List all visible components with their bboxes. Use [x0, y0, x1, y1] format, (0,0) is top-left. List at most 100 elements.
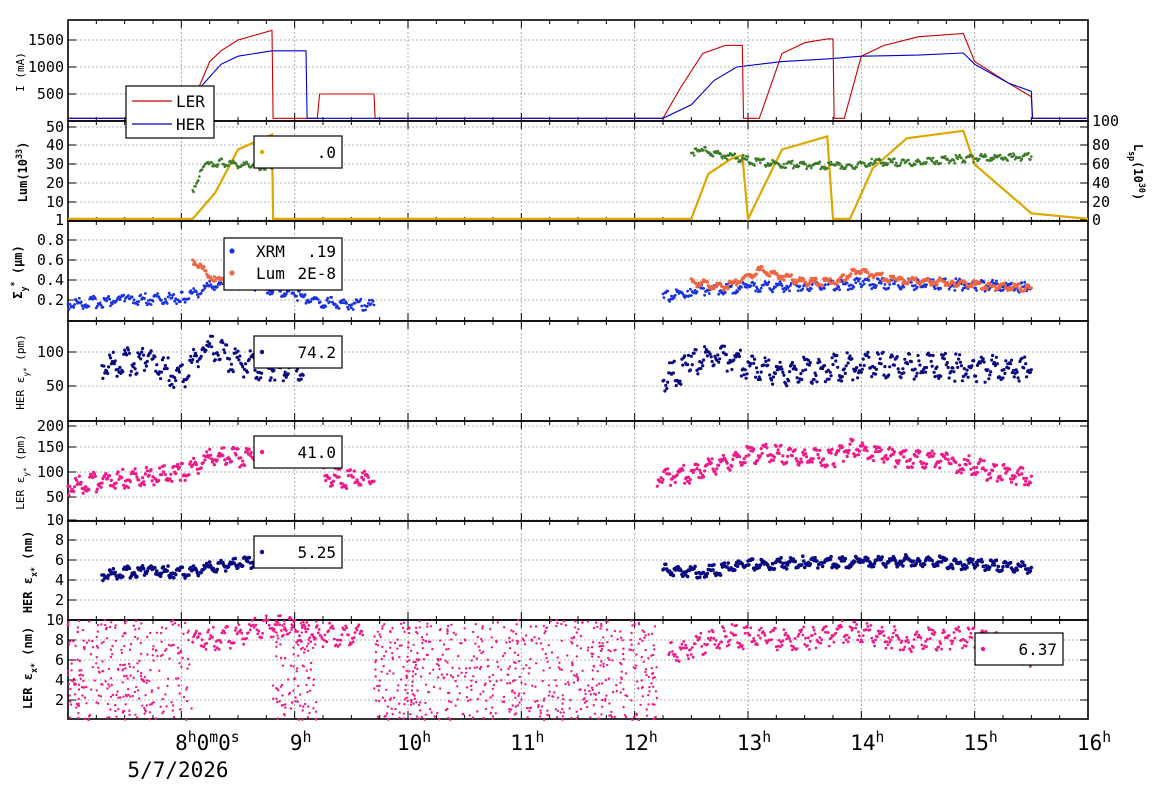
- xrm-point: [910, 281, 913, 284]
- lum-size-point: [204, 269, 207, 272]
- ler-ey-point: [999, 475, 1002, 478]
- lsp-point: [198, 175, 201, 178]
- her-ey-point: [287, 372, 290, 375]
- her-ey-point: [993, 361, 996, 364]
- ler-ey-point: [683, 482, 686, 485]
- ler-ex-point: [111, 684, 113, 686]
- ler-ey-point: [82, 492, 85, 495]
- lsp-point: [227, 164, 230, 167]
- her-ex-point: [686, 575, 690, 579]
- ler-ey-point: [164, 473, 167, 476]
- ler-ey-point: [108, 474, 111, 477]
- xrm-point: [696, 290, 699, 293]
- her-ey-point: [749, 362, 752, 365]
- ler-ey-point: [67, 494, 70, 497]
- ler-ey-point: [688, 482, 691, 485]
- ler-ey-point: [756, 459, 759, 462]
- ler-ex-point: [893, 625, 896, 628]
- lum-size-point: [761, 265, 764, 268]
- xrm-point: [354, 302, 357, 305]
- xrm-point: [759, 290, 762, 293]
- ler-ex-point: [869, 624, 872, 627]
- ler-ey-point: [1002, 463, 1005, 466]
- her-ey-point: [678, 380, 681, 383]
- ler-ey-point: [192, 457, 195, 460]
- ler-ey-point: [135, 476, 138, 479]
- ler-ex-point: [957, 626, 960, 629]
- her-ey-point: [887, 373, 890, 376]
- ler-ex-point: [316, 624, 319, 627]
- y-tick-label: 10: [46, 611, 64, 629]
- ler-ex-point: [713, 637, 716, 640]
- her-ey-point: [801, 369, 804, 372]
- x-tick-label-part: 9: [290, 731, 303, 755]
- ler-ey-point: [114, 487, 117, 490]
- ler-ex-point: [985, 630, 988, 633]
- ler-ex-point: [741, 644, 744, 647]
- ler-ex-point: [742, 647, 745, 650]
- ler-ex-point: [77, 626, 79, 628]
- ler-ey-point: [151, 479, 154, 482]
- ler-ey-point: [842, 460, 845, 463]
- her-ey-point: [990, 359, 993, 362]
- ler-ey-point: [359, 483, 362, 486]
- ler-ex-point: [100, 623, 102, 625]
- her-ey-point: [174, 379, 177, 382]
- ler-ey-point: [239, 456, 242, 459]
- her-ey-point: [210, 345, 213, 348]
- lum-size-point: [935, 284, 938, 287]
- ler-ey-point: [967, 454, 970, 457]
- ler-ex-point: [760, 627, 763, 630]
- ler-ex-point: [296, 630, 299, 633]
- ler-ex-point: [874, 639, 877, 642]
- ler-ey-point: [819, 461, 822, 464]
- her-ey-point: [851, 378, 854, 381]
- ler-ex-point: [885, 647, 888, 650]
- ler-ey-point: [729, 469, 732, 472]
- her-ey-point: [130, 370, 133, 373]
- lsp-point: [939, 162, 942, 165]
- her-ey-point: [903, 358, 906, 361]
- ler-ex-point: [936, 649, 939, 652]
- ler-ey-point: [963, 458, 966, 461]
- ler-ey-point: [967, 459, 970, 462]
- her-ey-point: [1022, 366, 1025, 369]
- ler-ex-point: [339, 643, 342, 646]
- xrm-point: [338, 307, 341, 310]
- ler-ex-point: [720, 641, 723, 644]
- ler-ex-point: [96, 636, 98, 638]
- lsp-point: [899, 164, 902, 167]
- ler-ex-point: [709, 639, 712, 642]
- her-ex-point: [866, 557, 870, 561]
- her-ey-point: [1007, 367, 1010, 370]
- y-axis-title-lum-part: 33: [14, 149, 24, 159]
- her-ey-point: [914, 368, 917, 371]
- xrm-point: [166, 302, 169, 305]
- ler-ex-point: [317, 632, 320, 635]
- ler-ex-point: [121, 669, 123, 671]
- lum-size-point: [721, 285, 724, 288]
- her-ey-point: [716, 353, 719, 356]
- ler-ex-point: [109, 626, 111, 628]
- xrm-point: [823, 287, 826, 290]
- ler-ex-point: [916, 630, 919, 633]
- ler-ex-point: [722, 627, 725, 630]
- her-ey-point: [300, 378, 303, 381]
- y-tick-label: 40: [46, 136, 64, 154]
- xrm-point: [87, 305, 90, 308]
- lsp-point: [721, 157, 724, 160]
- ler-ey-point: [815, 449, 818, 452]
- her-ey-point: [764, 360, 767, 363]
- her-ey-point: [127, 348, 130, 351]
- her-ey-point: [150, 349, 153, 352]
- ler-ex-point: [925, 645, 928, 648]
- lsp-point: [717, 150, 720, 153]
- ler-ey-point: [236, 447, 239, 450]
- xrm-point: [184, 301, 187, 304]
- her-ey-point: [860, 371, 863, 374]
- her-ex-point: [736, 564, 740, 568]
- ler-ex-point: [681, 643, 684, 646]
- her-ey-point: [143, 369, 146, 372]
- her-ey-point: [1001, 376, 1004, 379]
- ler-ex-point: [845, 638, 848, 641]
